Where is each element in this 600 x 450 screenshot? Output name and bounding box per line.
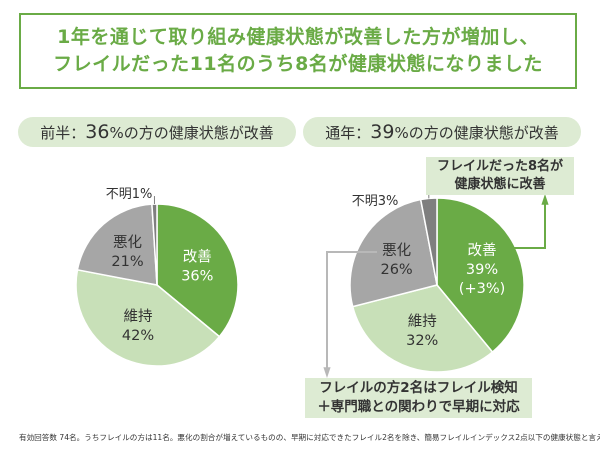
- pie-full-year-label-unknown-0: 不明3%: [352, 194, 399, 209]
- pie-full-year-label-maintain-0: 維持: [408, 313, 437, 330]
- title-line-1: 1年を通じて取り組み健康状態が改善した方が増加し、: [57, 26, 539, 48]
- callout-frail-connector: [326, 251, 377, 372]
- callout-improved: フレイルだった8名が 健康状態に改善: [426, 157, 574, 195]
- pie-full-year-slice-maintain: [351, 284, 494, 373]
- pie-full-year-label-worsen-0: 悪化: [382, 242, 411, 259]
- callout-frail-line-1: フレイルの方2名はフレイル検知: [319, 380, 518, 396]
- pie-full-year-label-improve-0: 改善: [468, 242, 497, 259]
- pie-first-half-slice-improve: [156, 203, 239, 338]
- left-header-suffix: %の方の健康状態が改善: [109, 123, 274, 142]
- pie-full-year-label-worsen-1: 26%: [380, 262, 412, 278]
- callout-connector-lines: [323, 194, 549, 378]
- pie-first-half-slice-unknown: [151, 203, 158, 286]
- pie-chart-full-year: 改善 39% (+3%) 維持 32% 悪化 26% 不明3%: [349, 190, 525, 373]
- pie-first-half-label-worsen-1: 21%: [111, 254, 143, 270]
- pie-first-half-label-maintain-1: 42%: [122, 328, 154, 344]
- pie-first-half-label-worsen-0: 悪化: [113, 234, 142, 251]
- callout-improved-line-1: フレイルだった8名が: [436, 159, 564, 174]
- pie-full-year-label-maintain-1: 32%: [406, 333, 438, 349]
- pie-chart-first-half: 改善 36% 維持 42% 悪化 21% 不明1%: [75, 187, 239, 367]
- pie-full-year-slice-worsen: [349, 198, 438, 308]
- pie-first-half-label-unknown-0: 不明1%: [106, 187, 153, 202]
- callout-frail-connector-arrowhead: [323, 367, 331, 378]
- pie-full-year-label-improve-1: 39%: [466, 262, 498, 278]
- right-header-suffix: %の方の健康状態が改善: [394, 123, 559, 142]
- right-header-pct: 39: [370, 121, 395, 143]
- pie-first-half-slice-worsen: [76, 203, 158, 286]
- left-header-pct: 36: [85, 121, 110, 143]
- callout-improved-line-2: 健康状態に改善: [454, 177, 546, 192]
- callout-frail-response: フレイルの方2名はフレイル検知 ＋専門職との関わりで早期に対応: [305, 378, 532, 418]
- pie-first-half-label-improve-1: 36%: [181, 269, 213, 285]
- left-header-prefix: 前半：: [40, 123, 86, 142]
- title-line-2: フレイルだった11名のうち8名が健康状態になりました: [53, 53, 543, 75]
- right-header-prefix: 通年：: [325, 123, 371, 142]
- callout-improved-connector-arrowhead: [541, 194, 549, 205]
- left-header-pill: 前半： 36 %の方の健康状態が改善: [18, 117, 296, 147]
- title-box: 1年を通じて取り組み健康状態が改善した方が増加し、 フレイルだった11名のうち8…: [19, 13, 577, 89]
- footnote: 有効回答数 74名。うちフレイルの方は11名。悪化の割合が増えているものの、早期…: [19, 433, 600, 442]
- callout-frail-line-2: ＋専門職との関わりで早期に対応: [317, 399, 520, 415]
- pie-first-half-label-improve-0: 改善: [183, 249, 212, 266]
- pie-first-half-slice-maintain: [75, 268, 221, 367]
- pie-full-year-label-improve-2: (+3%): [459, 281, 505, 297]
- right-header-pill: 通年： 39 %の方の健康状態が改善: [303, 117, 581, 147]
- pie-full-year-slice-improve: [436, 197, 525, 354]
- callout-improved-connector: [510, 200, 546, 249]
- pie-first-half-label-maintain-0: 維持: [124, 308, 153, 325]
